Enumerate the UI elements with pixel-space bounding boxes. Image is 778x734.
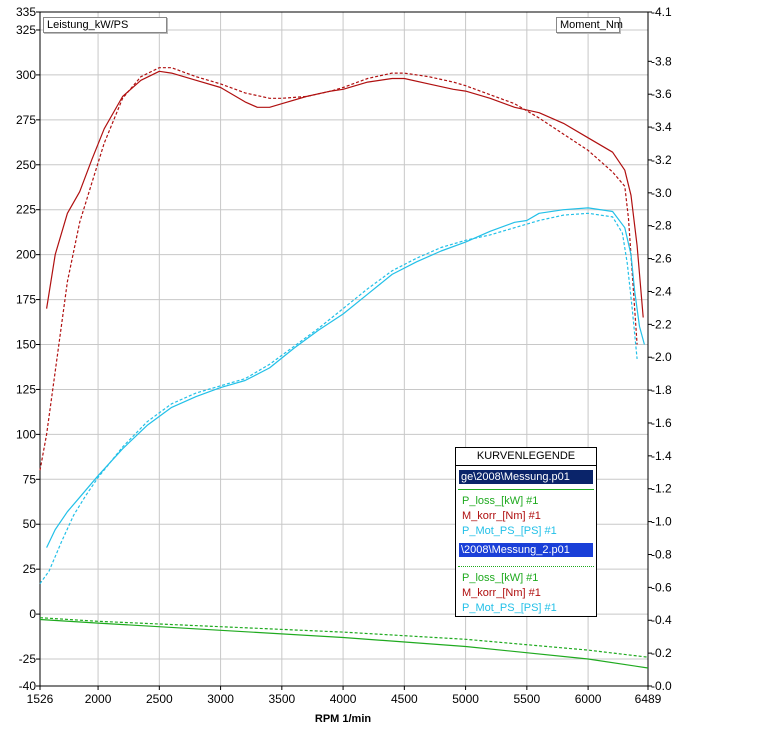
x-tick-label: 2000 (85, 692, 112, 706)
right-tick-label: -0.0 (651, 679, 672, 693)
m-korr-line-run-2 (39, 67, 638, 471)
left-tick-label: 150 (16, 338, 36, 352)
plot-frame (39, 11, 649, 687)
legend-entry-p-mot-ps-1[interactable]: P_Mot_PS_[PS] #1 (462, 525, 557, 537)
right-tick-label: -0.4 (651, 613, 672, 627)
right-tick-label: -1.0 (651, 515, 672, 529)
x-tick-label: 5500 (513, 692, 540, 706)
left-tick-label: 125 (16, 382, 36, 396)
curve-legend[interactable]: KURVENLEGENDE ge\2008\Messung.p01 P_loss… (455, 447, 597, 617)
m-korr-line-run-1 (46, 70, 644, 318)
p-mot-ps-line-run-1 (46, 207, 645, 548)
x-axis-title: RPM 1/min (315, 713, 372, 725)
right-tick-label: -2.8 (651, 219, 672, 233)
x-tick-label: 6489 (635, 692, 662, 706)
x-tick-label: 1526 (27, 692, 54, 706)
legend-line-sample-2 (458, 566, 594, 567)
p-mot-ps-line-run-2 (39, 212, 638, 584)
right-tick-label: -3.4 (651, 120, 672, 134)
legend-line-sample-1 (458, 489, 594, 490)
left-tick-label: 335 (16, 5, 36, 19)
left-tick-label: 200 (16, 248, 36, 262)
left-axis-label: Leistung_kW/PS (43, 17, 167, 33)
left-tick-label: -40 (19, 679, 37, 693)
right-tick-label: -3.2 (651, 153, 672, 167)
right-axis-label: Moment_Nm (556, 17, 623, 33)
legend-file-1[interactable]: ge\2008\Messung.p01 (459, 470, 593, 484)
legend-entry-p-loss-2[interactable]: P_loss_[kW] #1 (462, 572, 539, 584)
legend-entry-m-korr-1[interactable]: M_korr_[Nm] #1 (462, 510, 541, 522)
x-tick-label: 3500 (268, 692, 295, 706)
left-tick-label: -25 (19, 652, 37, 666)
legend-entry-m-korr-2[interactable]: M_korr_[Nm] #1 (462, 587, 541, 599)
left-tick-label: 50 (23, 517, 37, 531)
x-tick-label: 3000 (207, 692, 234, 706)
left-tick-label: 300 (16, 68, 36, 82)
legend-file-2[interactable]: \2008\Messung_2.p01 (459, 543, 593, 557)
right-tick-label: -3.8 (651, 54, 672, 68)
x-axis-ticks: 1526 2000 2500 3000 3500 4000 4500 5000 5500 6000… (27, 686, 662, 706)
x-tick-label: 4000 (330, 692, 357, 706)
series-group (39, 67, 649, 669)
left-tick-label: 100 (16, 427, 36, 441)
left-tick-label: 275 (16, 113, 36, 127)
right-tick-label: -0.8 (651, 547, 672, 561)
right-tick-label: -1.2 (651, 482, 672, 496)
right-tick-label: -2.4 (651, 284, 672, 298)
right-tick-label: -1.6 (651, 416, 672, 430)
right-tick-label: -2.0 (651, 350, 672, 364)
left-tick-label: 75 (23, 472, 37, 486)
x-tick-label: 5000 (452, 692, 479, 706)
left-tick-label: 0 (29, 607, 36, 621)
right-tick-label: -0.6 (651, 580, 672, 594)
p-loss-line-run-1 (39, 618, 649, 669)
legend-entry-p-loss-1[interactable]: P_loss_[kW] #1 (462, 495, 539, 507)
right-tick-label: -1.4 (651, 449, 672, 463)
right-axis-ticks: -4.1 -3.8 -3.6 -3.4 -3.2 -3.0 -2.8 -2.6 -2.4 -2.2… (648, 5, 672, 693)
left-axis-ticks: 3353253002752502252001751501251007550250… (16, 5, 40, 693)
left-tick-label: 225 (16, 203, 36, 217)
right-tick-label: -1.8 (651, 383, 672, 397)
left-tick-label: 25 (23, 562, 37, 576)
right-tick-label: -4.1 (651, 5, 672, 19)
right-tick-label: -2.6 (651, 252, 672, 266)
right-tick-label: -0.2 (651, 646, 672, 660)
right-tick-label: -3.0 (651, 186, 672, 200)
x-tick-label: 6000 (575, 692, 602, 706)
legend-entry-p-mot-ps-2[interactable]: P_Mot_PS_[PS] #1 (462, 602, 557, 614)
left-tick-label: 325 (16, 23, 36, 37)
right-tick-label: -2.2 (651, 317, 672, 331)
x-tick-label: 2500 (146, 692, 173, 706)
legend-title: KURVENLEGENDE (456, 448, 596, 466)
right-tick-label: -3.6 (651, 87, 672, 101)
left-tick-label: 175 (16, 293, 36, 307)
x-tick-label: 4500 (391, 692, 418, 706)
left-tick-label: 250 (16, 158, 36, 172)
